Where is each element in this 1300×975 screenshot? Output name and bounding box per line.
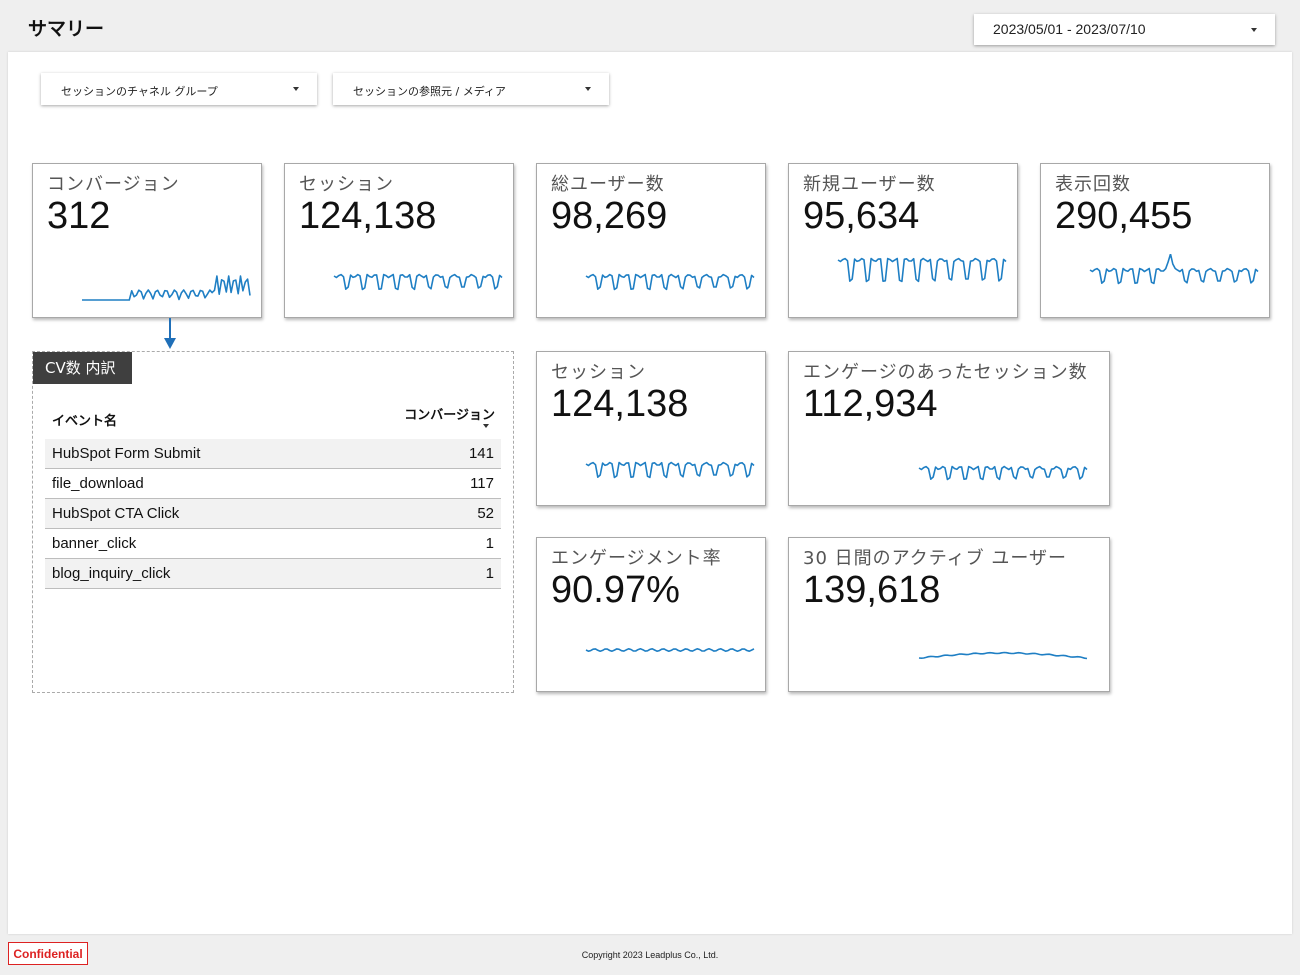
sparkline-path xyxy=(837,257,1007,283)
sparkline-chart xyxy=(918,465,1088,481)
event-name: HubSpot Form Submit xyxy=(52,445,201,462)
scorecard-value: 98,269 xyxy=(551,195,668,237)
sparkline-path xyxy=(918,465,1088,481)
event-name: HubSpot CTA Click xyxy=(52,505,180,522)
scorecard-value: 95,634 xyxy=(803,195,920,237)
page-title: サマリー xyxy=(28,18,105,40)
sparkline-chart xyxy=(585,461,755,479)
sort-desc-icon[interactable] xyxy=(483,424,489,428)
sparkline-chart xyxy=(1089,254,1259,285)
arrow-down-icon xyxy=(169,318,171,340)
sparkline-chart xyxy=(585,648,755,652)
sparkline-path xyxy=(333,273,503,291)
table-row[interactable]: banner_click 1 xyxy=(45,529,501,559)
scorecard-label: エンゲージメント率 xyxy=(551,548,722,569)
table-row[interactable]: blog_inquiry_click 1 xyxy=(45,559,501,589)
event-name: file_download xyxy=(52,475,144,492)
sparkline-path xyxy=(585,648,755,652)
scorecard-total-users[interactable]: 総ユーザー数 98,269 xyxy=(536,163,766,318)
column-header-event[interactable]: イベント名 xyxy=(52,414,118,429)
scorecard-30day-active-users[interactable]: 30 日間のアクティブ ユーザー 139,618 xyxy=(788,537,1110,692)
sparkline-path xyxy=(82,275,251,301)
sparkline-chart xyxy=(585,273,755,291)
scorecard-engaged-sessions[interactable]: エンゲージのあったセッション数 112,934 xyxy=(788,351,1110,506)
sparkline-path xyxy=(1089,254,1259,285)
scorecard-label: 30 日間のアクティブ ユーザー xyxy=(803,548,1068,569)
date-range-text: 2023/05/01 - 2023/07/10 xyxy=(993,21,1146,37)
scorecard-sessions-2[interactable]: セッション 124,138 xyxy=(536,351,766,506)
event-conversions: 141 xyxy=(468,445,494,462)
scorecard-label: セッション xyxy=(299,174,394,195)
sparkline-path xyxy=(585,461,755,479)
event-name: blog_inquiry_click xyxy=(52,565,171,582)
cv-breakdown-panel: CV数 内訳 イベント名 コンバージョン HubSpot Form Submit… xyxy=(32,351,514,693)
filter-channel-group[interactable]: セッションのチャネル グループ xyxy=(41,73,317,105)
scorecard-value: 124,138 xyxy=(551,383,689,425)
scorecard-engagement-rate[interactable]: エンゲージメント率 90.97% xyxy=(536,537,766,692)
event-conversions: 117 xyxy=(470,475,494,492)
scorecard-new-users[interactable]: 新規ユーザー数 95,634 xyxy=(788,163,1018,318)
event-conversions: 52 xyxy=(477,505,494,522)
sparkline-path xyxy=(585,273,755,291)
chevron-down-icon xyxy=(585,87,591,91)
scorecard-views[interactable]: 表示回数 290,455 xyxy=(1040,163,1270,318)
scorecard-conversions[interactable]: コンバージョン 312 xyxy=(32,163,262,318)
filter-source-medium-label: セッションの参照元 / メディア xyxy=(353,85,506,98)
event-conversions: 1 xyxy=(485,535,494,552)
sparkline-chart xyxy=(82,275,251,301)
filter-channel-group-label: セッションのチャネル グループ xyxy=(61,85,218,98)
table-row[interactable]: HubSpot CTA Click 52 xyxy=(45,499,501,529)
table-row[interactable]: file_download 117 xyxy=(45,469,501,499)
chevron-down-icon xyxy=(1251,28,1257,32)
cv-breakdown-badge: CV数 内訳 xyxy=(33,352,132,384)
scorecard-label: エンゲージのあったセッション数 xyxy=(803,362,1088,383)
chevron-down-icon xyxy=(293,87,299,91)
scorecard-sessions[interactable]: セッション 124,138 xyxy=(284,163,514,318)
sparkline-chart xyxy=(918,651,1088,660)
scorecard-value: 312 xyxy=(47,195,111,237)
column-header-conversions[interactable]: コンバージョン xyxy=(404,408,495,423)
scorecard-label: 新規ユーザー数 xyxy=(803,174,936,195)
table-row[interactable]: HubSpot Form Submit 141 xyxy=(45,439,501,469)
arrow-head-icon xyxy=(164,338,176,349)
scorecard-value: 124,138 xyxy=(299,195,437,237)
sparkline-chart xyxy=(333,273,503,291)
filter-source-medium[interactable]: セッションの参照元 / メディア xyxy=(333,73,609,105)
scorecard-value: 90.97% xyxy=(551,569,680,611)
scorecard-value: 139,618 xyxy=(803,569,941,611)
event-name: banner_click xyxy=(52,535,137,552)
scorecard-label: セッション xyxy=(551,362,646,383)
confidential-badge: Confidential xyxy=(8,942,88,965)
sparkline-chart xyxy=(837,257,1007,283)
scorecard-label: 表示回数 xyxy=(1055,174,1131,195)
cv-table: HubSpot Form Submit 141 file_download 117 … xyxy=(45,439,501,589)
date-range-picker[interactable]: 2023/05/01 - 2023/07/10 xyxy=(974,14,1275,45)
scorecard-value: 112,934 xyxy=(803,383,938,425)
copyright-text: Copyright 2023 Leadplus Co., Ltd. xyxy=(581,950,719,960)
sparkline-path xyxy=(918,651,1088,660)
event-conversions: 1 xyxy=(485,565,494,582)
scorecard-label: コンバージョン xyxy=(47,174,180,195)
scorecard-label: 総ユーザー数 xyxy=(551,174,665,195)
scorecard-value: 290,455 xyxy=(1055,195,1193,237)
